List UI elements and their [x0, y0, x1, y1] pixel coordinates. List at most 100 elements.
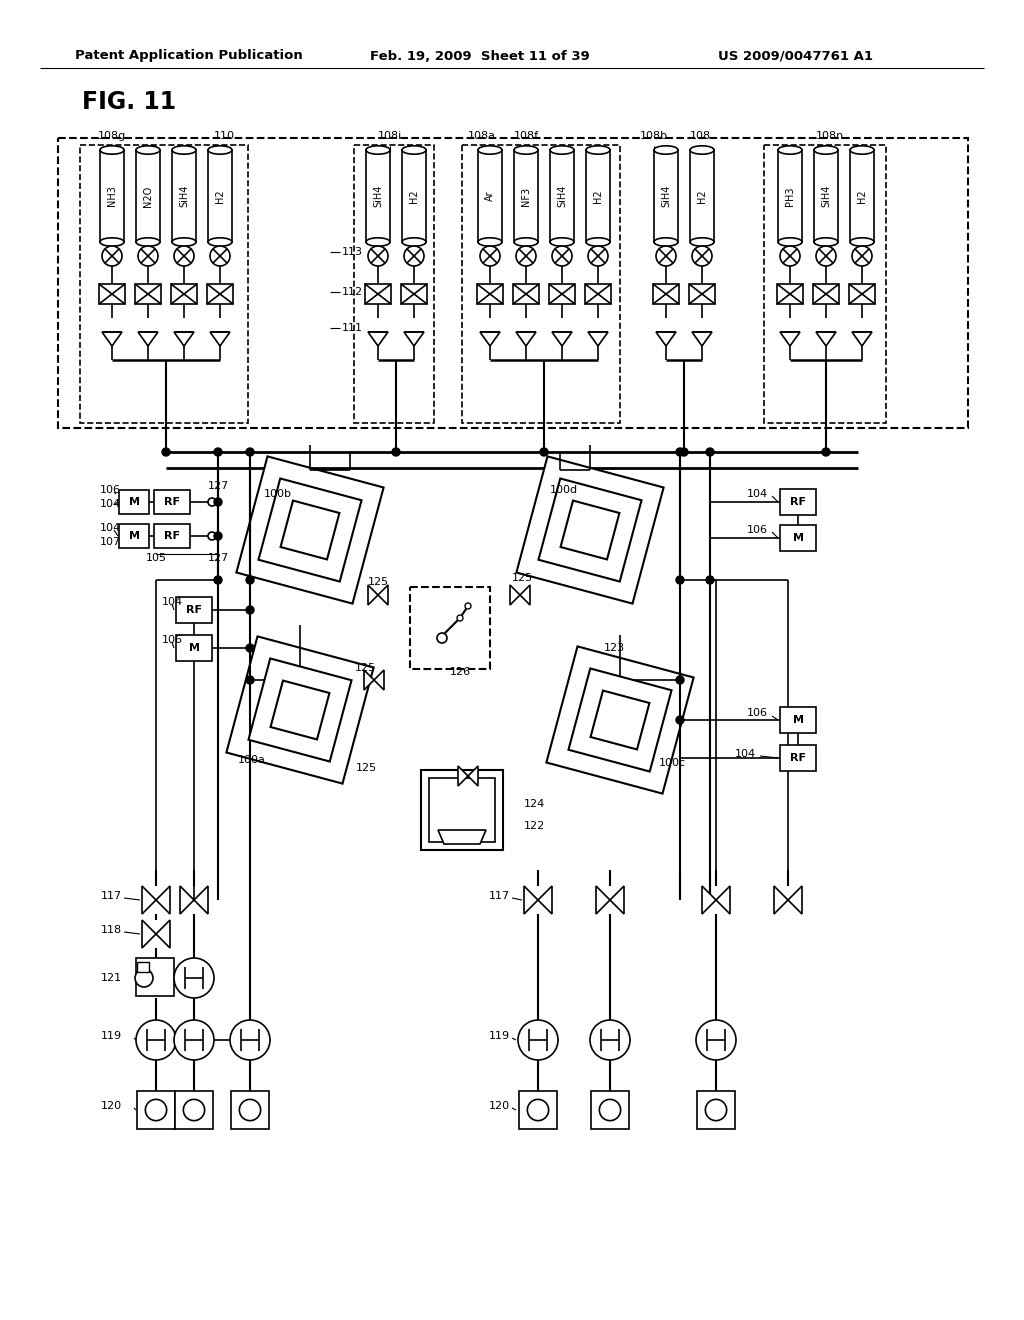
Ellipse shape — [366, 238, 390, 247]
Text: SiH4: SiH4 — [662, 185, 671, 207]
Ellipse shape — [208, 145, 232, 154]
Text: 125: 125 — [368, 577, 388, 587]
Ellipse shape — [550, 238, 574, 247]
Circle shape — [392, 447, 400, 455]
Polygon shape — [156, 920, 170, 948]
Polygon shape — [237, 457, 384, 603]
Polygon shape — [547, 647, 693, 793]
Circle shape — [680, 447, 688, 455]
Text: 120: 120 — [101, 1101, 122, 1111]
Text: 108: 108 — [689, 131, 711, 141]
Circle shape — [706, 1100, 727, 1121]
Bar — [402, 150, 426, 242]
Polygon shape — [552, 333, 572, 346]
Polygon shape — [596, 886, 610, 913]
Text: 108f: 108f — [513, 131, 539, 141]
Text: RF: RF — [790, 498, 806, 507]
Circle shape — [437, 634, 447, 643]
Polygon shape — [174, 333, 194, 346]
Polygon shape — [780, 333, 800, 346]
Bar — [137, 962, 150, 972]
Circle shape — [214, 447, 222, 455]
Text: M: M — [793, 533, 804, 543]
Text: M: M — [128, 498, 139, 507]
Circle shape — [138, 246, 158, 267]
Text: 112: 112 — [342, 286, 364, 297]
Polygon shape — [368, 333, 388, 346]
Ellipse shape — [366, 145, 390, 154]
Text: 106: 106 — [746, 525, 768, 535]
Text: 118: 118 — [101, 925, 122, 935]
Text: M: M — [793, 715, 804, 725]
Text: 117: 117 — [488, 891, 510, 902]
Polygon shape — [656, 333, 676, 346]
Bar — [591, 1092, 629, 1129]
Bar — [171, 284, 197, 304]
Text: 125: 125 — [511, 573, 532, 583]
Text: 122: 122 — [524, 821, 545, 832]
Polygon shape — [458, 766, 468, 785]
Text: 121: 121 — [101, 973, 122, 983]
Polygon shape — [538, 886, 552, 913]
Bar — [850, 150, 874, 242]
Text: 126: 126 — [450, 667, 471, 677]
Bar — [176, 635, 212, 661]
Ellipse shape — [514, 238, 538, 247]
Text: H2: H2 — [857, 189, 867, 203]
Text: SiH4: SiH4 — [179, 185, 189, 207]
Circle shape — [588, 246, 608, 267]
Polygon shape — [404, 333, 424, 346]
Circle shape — [240, 1100, 261, 1121]
Bar — [813, 284, 839, 304]
Bar — [514, 150, 538, 242]
Text: 125: 125 — [354, 663, 376, 673]
Polygon shape — [516, 457, 664, 603]
Text: 113: 113 — [342, 247, 362, 257]
Polygon shape — [568, 668, 672, 771]
Circle shape — [692, 246, 712, 267]
Polygon shape — [588, 333, 608, 346]
Circle shape — [230, 1020, 270, 1060]
Circle shape — [136, 1020, 176, 1060]
Circle shape — [676, 715, 684, 723]
Bar — [780, 744, 816, 771]
Bar — [100, 150, 124, 242]
Circle shape — [174, 246, 194, 267]
Bar — [137, 1092, 175, 1129]
Ellipse shape — [172, 145, 196, 154]
Text: RF: RF — [790, 752, 806, 763]
Circle shape — [102, 246, 122, 267]
Circle shape — [246, 576, 254, 583]
Ellipse shape — [478, 238, 502, 247]
Polygon shape — [378, 585, 388, 605]
Polygon shape — [774, 886, 788, 913]
Circle shape — [516, 246, 536, 267]
Polygon shape — [364, 671, 374, 690]
Polygon shape — [610, 886, 624, 913]
Bar — [780, 488, 816, 515]
Text: RF: RF — [164, 531, 180, 541]
Circle shape — [457, 615, 463, 620]
Circle shape — [780, 246, 800, 267]
Bar — [401, 284, 427, 304]
Circle shape — [368, 246, 388, 267]
Circle shape — [183, 1100, 205, 1121]
Circle shape — [135, 969, 153, 987]
Circle shape — [208, 532, 216, 540]
Text: RF: RF — [186, 605, 202, 615]
Bar — [697, 1092, 735, 1129]
Text: SiH4: SiH4 — [557, 185, 567, 207]
Bar — [365, 284, 391, 304]
Ellipse shape — [402, 238, 426, 247]
Text: M: M — [128, 531, 139, 541]
Circle shape — [852, 246, 872, 267]
Bar — [135, 284, 161, 304]
Bar — [689, 284, 715, 304]
Text: 120: 120 — [488, 1101, 510, 1111]
Bar — [136, 150, 160, 242]
Ellipse shape — [654, 238, 678, 247]
Ellipse shape — [100, 238, 124, 247]
Circle shape — [246, 447, 254, 455]
Text: H2: H2 — [697, 189, 707, 203]
Circle shape — [599, 1100, 621, 1121]
